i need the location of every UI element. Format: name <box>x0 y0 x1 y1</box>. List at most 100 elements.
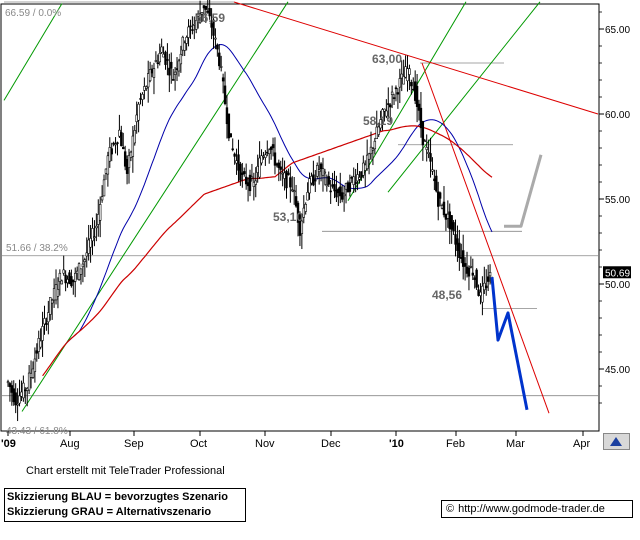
candle-body <box>39 340 42 348</box>
candle-body <box>68 272 71 285</box>
x-tick-label: Aug <box>60 438 80 450</box>
scenario-legend: Skizzierung BLAU = bevorzugtes Szenario … <box>4 488 246 522</box>
candle-body <box>344 183 348 190</box>
candle-body <box>306 192 309 201</box>
source-url[interactable]: http://www.godmode-trader.de <box>458 503 605 515</box>
candle-body <box>108 147 111 162</box>
candle-body <box>47 312 50 323</box>
candle-body <box>419 107 423 129</box>
candle-body <box>375 126 378 140</box>
candle-body <box>241 172 244 175</box>
candle-body <box>239 163 242 181</box>
candle-body <box>164 51 167 65</box>
candle-body <box>440 205 444 209</box>
last-price-label: 50.69 <box>605 268 630 279</box>
candle-body <box>170 61 173 69</box>
candle-body <box>358 177 361 180</box>
label-low-dec: 53,10 <box>273 210 303 224</box>
candle-body <box>214 37 217 40</box>
candle-body <box>285 170 288 189</box>
candle-body <box>45 322 48 326</box>
candle-body <box>77 263 81 281</box>
candle-body <box>481 285 484 303</box>
candle-body <box>469 266 473 268</box>
candle-body <box>316 165 319 177</box>
candle-body <box>179 53 183 65</box>
candle-body <box>268 149 271 155</box>
candle-body <box>43 318 46 325</box>
source-url-box[interactable]: © http://www.godmode-trader.de <box>441 500 633 518</box>
candle-body <box>421 121 425 146</box>
candle-body <box>112 142 115 145</box>
candle-body <box>58 272 62 282</box>
candle-body <box>248 174 252 192</box>
candle-body <box>260 155 263 164</box>
candle-body <box>458 242 461 258</box>
x-tick-label: Feb <box>446 438 465 450</box>
candle-body <box>198 13 202 24</box>
scenario-gray-line <box>504 154 543 228</box>
candle-body <box>50 299 54 304</box>
candle-body <box>485 285 488 289</box>
candle-body <box>33 358 37 372</box>
candle-body <box>450 215 453 230</box>
candle-body <box>218 52 221 67</box>
candle-body <box>122 147 125 150</box>
legend-blue: Skizzierung BLAU = bevorzugtes Szenario <box>7 491 228 503</box>
candle-body <box>392 97 396 99</box>
candle-body <box>254 180 257 185</box>
candle-body <box>127 155 131 168</box>
candle-body <box>20 391 23 397</box>
x-tick-label: Sep <box>124 438 144 450</box>
candle-body <box>362 162 365 176</box>
candle-body <box>365 154 369 170</box>
candle-body <box>417 103 421 111</box>
candle-body <box>463 263 467 267</box>
candle-body <box>233 153 236 157</box>
label-mid-jan: 58,19 <box>363 114 393 128</box>
candle-body <box>452 222 455 232</box>
candle-body <box>162 53 165 58</box>
candle-body <box>389 104 392 108</box>
y-axis: 45.00 50.00 55.00 60.00 65.00 50.69 <box>599 11 631 404</box>
ma-long-line <box>42 125 493 377</box>
candle-body <box>102 179 106 197</box>
candle-body <box>437 191 440 207</box>
candle-body <box>141 93 144 100</box>
candle-body <box>402 76 405 85</box>
candle-body <box>229 133 232 138</box>
candle-body <box>410 82 413 87</box>
candle-body <box>331 184 334 187</box>
candle-body <box>97 214 100 225</box>
x-tick-label: Mar <box>506 438 525 450</box>
candle-body <box>354 181 357 185</box>
candle-body <box>431 169 434 172</box>
candle-body <box>346 182 350 193</box>
candle-body <box>289 177 292 188</box>
candle-body <box>85 252 88 257</box>
candle-body <box>394 87 398 90</box>
x-tick-label: Dec <box>321 438 341 450</box>
candle-body <box>191 29 194 31</box>
candle-body <box>479 291 482 296</box>
candle-body <box>269 146 273 150</box>
chart-toggle-button[interactable] <box>603 433 630 450</box>
label-high-oct: 66,59 <box>195 11 225 25</box>
candle-body <box>296 202 300 223</box>
scenario-blue-line <box>490 277 529 411</box>
price-labels: 66,59 63,00 58,19 53,10 48,56 66.59 / 0.0% 51.… <box>5 8 462 437</box>
candle-body <box>116 142 119 144</box>
candle-body <box>200 12 204 15</box>
candle-body <box>473 277 476 280</box>
candle-body <box>181 36 184 51</box>
candle-body <box>442 201 446 216</box>
x-tick-label: Nov <box>255 438 275 450</box>
candle-body <box>425 146 428 150</box>
candle-body <box>81 263 85 268</box>
candle-body <box>189 25 192 28</box>
candle-body <box>339 186 342 197</box>
candle-body <box>60 280 63 285</box>
y-tick-label: 50.00 <box>605 280 630 291</box>
label-fib-bottom: 43.43 / 61.8% <box>6 426 68 437</box>
candle-body <box>323 171 327 174</box>
